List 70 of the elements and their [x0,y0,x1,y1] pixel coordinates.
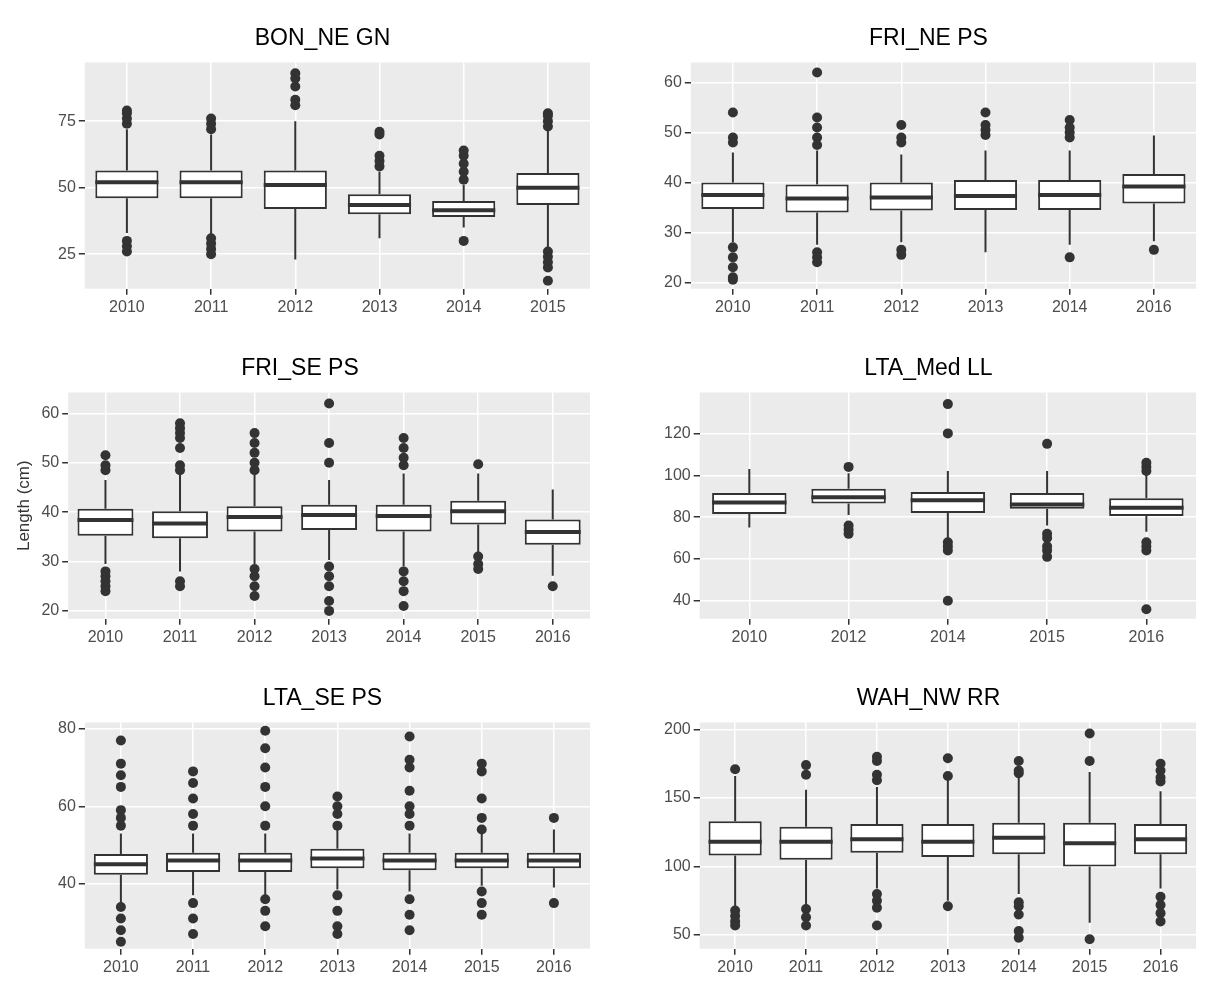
x-tick-label: 2010 [731,627,768,645]
x-tick-label: 2012 [830,627,867,645]
x-tick-label: 2016 [1136,297,1172,315]
x-tick-label: 2012 [883,297,920,315]
x-tick-label: 2014 [391,957,428,975]
y-tick-label: 50 [41,453,60,471]
x-tick-label: 2010 [109,297,145,315]
y-tick-label: 30 [41,551,60,569]
y-tick-label: 20 [664,272,682,290]
x-tick-label: 2014 [385,627,422,645]
y-tick-label: 100 [663,856,691,874]
y-tick-label: 60 [672,549,691,567]
y-tick-label: 50 [672,925,691,943]
x-tick-label: 2015 [530,297,566,315]
x-tick-label: 2014 [1051,297,1088,315]
chart-title: FRI_NE PS [869,24,988,51]
x-tick-label: 2013 [361,297,398,315]
x-tick-label: 2012 [277,297,314,315]
x-tick-label: 2016 [1128,627,1165,645]
y-tick-label: 20 [41,601,60,619]
y-tick-label: 50 [58,178,76,196]
y-tick-label: 75 [58,111,76,129]
x-tick-label: 2011 [193,297,229,315]
chart-title: LTA_Med LL [864,354,993,381]
y-tick-label: 60 [41,403,60,421]
y-tick-label: 60 [58,796,76,814]
y-tick-label: 30 [664,222,682,240]
chart-title: WAH_NW RR [856,684,1001,711]
y-tick-label: 100 [663,465,691,483]
x-tick-label: 2014 [1000,957,1037,975]
x-tick-label: 2011 [162,627,198,645]
chart-title: LTA_SE PS [262,684,383,711]
y-tick-label: 120 [663,423,691,441]
y-tick-label: 40 [58,874,76,892]
x-tick-label: 2013 [319,957,356,975]
y-tick-label: 200 [663,719,691,737]
chart-title: BON_NE GN [254,24,391,51]
y-tick-label: 80 [58,719,76,737]
y-axis-title: Length (cm) [13,460,33,552]
y-tick-label: 25 [58,244,76,262]
x-tick-label: 2014 [930,627,966,645]
x-tick-label: 2010 [715,297,751,315]
x-tick-label: 2012 [247,957,284,975]
x-tick-label: 2011 [175,957,211,975]
y-tick-label: 60 [664,72,682,90]
x-tick-label: 2010 [103,957,139,975]
x-tick-label: 2015 [1071,957,1108,975]
x-tick-label: 2012 [859,957,895,975]
y-tick-label: 40 [664,172,682,190]
x-tick-label: 2016 [534,627,571,645]
x-tick-label: 2010 [87,627,124,645]
x-tick-label: 2013 [967,297,1004,315]
x-tick-label: 2016 [536,957,572,975]
y-tick-label: 80 [672,507,691,525]
x-tick-label: 2013 [930,957,966,975]
x-tick-label: 2013 [311,627,347,645]
y-tick-label: 40 [41,502,60,520]
x-tick-label: 2012 [236,627,273,645]
x-tick-label: 2015 [460,627,497,645]
x-tick-label: 2016 [1142,957,1179,975]
x-tick-label: 2011 [799,297,835,315]
chart-title: FRI_SE PS [241,354,359,381]
x-tick-label: 2015 [463,957,500,975]
y-tick-label: 150 [663,788,691,806]
x-tick-label: 2015 [1029,627,1066,645]
y-tick-label: 50 [664,122,682,140]
x-tick-label: 2010 [717,957,754,975]
y-tick-label: 40 [672,591,691,609]
x-tick-label: 2011 [788,957,824,975]
x-tick-label: 2014 [445,297,482,315]
